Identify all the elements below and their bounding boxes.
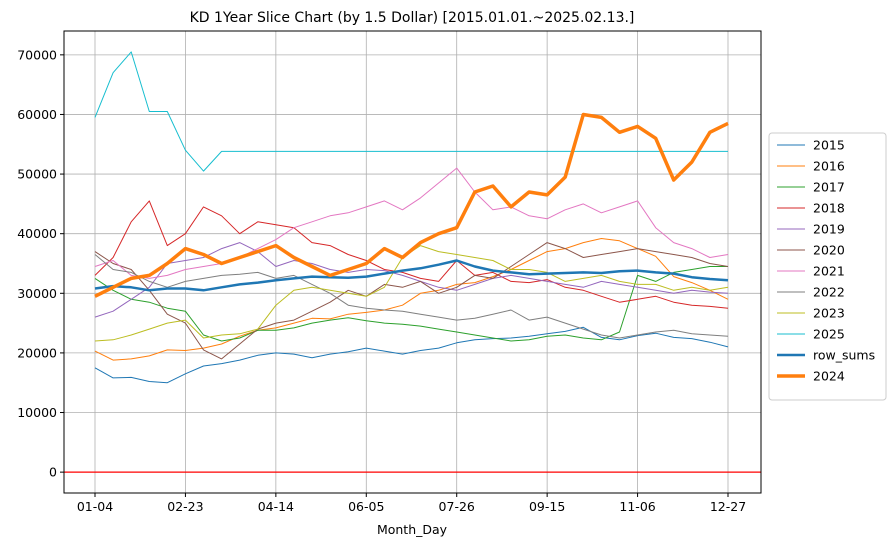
series-line-2020 xyxy=(94,242,729,360)
legend-label: 2022 xyxy=(813,285,845,300)
legend-label: 2023 xyxy=(813,306,845,321)
legend-label: 2024 xyxy=(813,369,845,384)
legend-label: 2025 xyxy=(813,327,845,342)
series-line-2025 xyxy=(94,51,728,172)
x-tick-label: 06-05 xyxy=(348,499,384,514)
y-tick-label: 40000 xyxy=(17,226,57,241)
x-tick-label: 02-23 xyxy=(167,499,203,514)
series-line-2021 xyxy=(94,167,729,279)
series-line-row_sums xyxy=(94,259,729,292)
legend-label: row_sums xyxy=(813,348,875,363)
legend-label: 2018 xyxy=(813,201,845,216)
y-tick-label: 10000 xyxy=(17,405,57,420)
y-tick-label: 50000 xyxy=(17,167,57,182)
legend-label: 2021 xyxy=(813,264,845,279)
legend-label: 2017 xyxy=(813,180,845,195)
y-tick-label: 70000 xyxy=(17,47,57,62)
legend-label: 2020 xyxy=(813,243,845,258)
y-tick-label: 0 xyxy=(49,465,57,480)
plot-frame xyxy=(63,30,762,494)
x-tick-label: 09-15 xyxy=(529,499,565,514)
series-line-2015 xyxy=(94,326,729,384)
legend-label: 2019 xyxy=(813,222,845,237)
x-tick-label: 01-04 xyxy=(77,499,113,514)
x-axis-title: Month_Day xyxy=(377,522,448,537)
y-tick-label: 20000 xyxy=(17,345,57,360)
x-tick-label: 07-26 xyxy=(439,499,475,514)
legend-box xyxy=(768,132,887,401)
legend-label: 2015 xyxy=(813,138,845,153)
x-axis-ticks: 01-04 02-23 04-14 06-05 07-26 09-15 11-06 12-27 xyxy=(77,493,746,514)
series-lines xyxy=(94,51,729,384)
y-axis-ticks: 0 10000 20000 30000 40000 50000 60000 70000 xyxy=(17,47,64,480)
legend: 2015 2016 2017 2018 2019 2020 2021 2022 2023 2025… xyxy=(768,132,887,401)
series-line-2019 xyxy=(94,242,729,318)
chart-title: KD 1Year Slice Chart (by 1.5 Dollar) [20… xyxy=(190,10,635,26)
series-line-2016 xyxy=(94,238,729,361)
series-line-2024 xyxy=(94,112,729,298)
y-tick-label: 30000 xyxy=(17,286,57,301)
series-line-2018 xyxy=(94,200,729,309)
x-tick-label: 12-27 xyxy=(710,499,746,514)
x-tick-label: 04-14 xyxy=(258,499,294,514)
series-line-2017 xyxy=(94,266,728,342)
series-line-2022 xyxy=(94,254,729,339)
y-tick-label: 60000 xyxy=(17,107,57,122)
legend-label: 2016 xyxy=(813,159,845,174)
grid-lines xyxy=(64,31,761,493)
x-tick-label: 11-06 xyxy=(619,499,655,514)
